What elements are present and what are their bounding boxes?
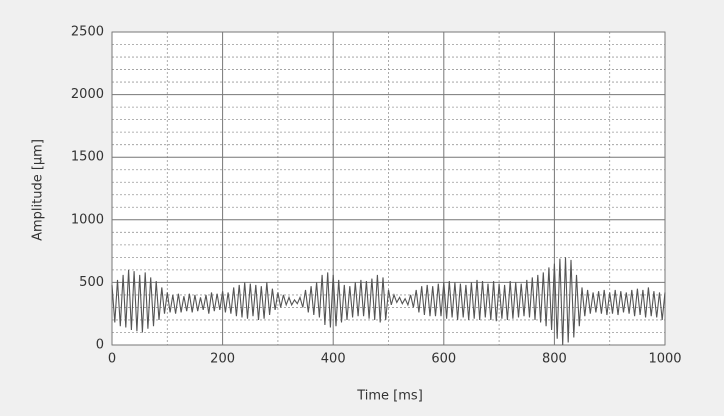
- y-tick-label: 1500: [71, 150, 104, 165]
- y-tick-label: 2000: [71, 87, 104, 102]
- y-tick-label: 1000: [71, 212, 104, 227]
- x-tick-label: 400: [321, 352, 346, 367]
- x-tick-label: 0: [108, 352, 116, 367]
- signal-line: [111, 257, 666, 346]
- x-tick-label: 1000: [648, 352, 681, 367]
- x-axis-label: Time [ms]: [356, 389, 423, 404]
- y-axis-label: Amplitude [µm]: [31, 139, 46, 241]
- y-tick-label: 0: [96, 338, 104, 353]
- y-tick-label: 2500: [71, 25, 104, 40]
- x-tick-label: 200: [210, 352, 235, 367]
- x-tick-label: 800: [542, 352, 567, 367]
- y-tick-label: 500: [79, 275, 104, 290]
- x-tick-label: 600: [431, 352, 456, 367]
